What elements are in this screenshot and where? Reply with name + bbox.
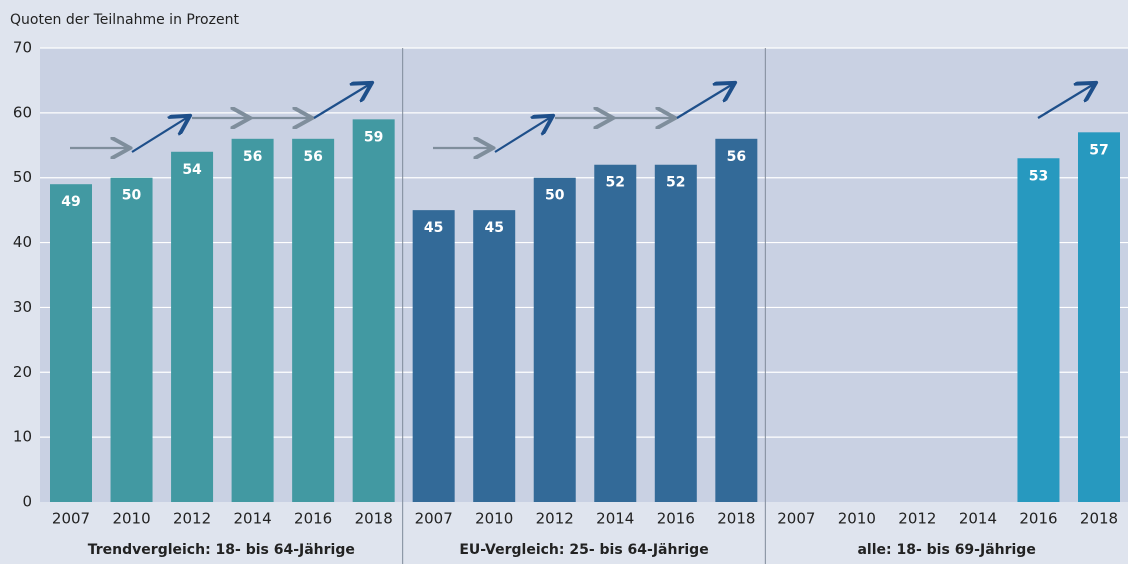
y-tick-label: 50 (13, 168, 32, 186)
bar (1017, 158, 1060, 502)
y-tick-label: 30 (13, 298, 32, 316)
bar (533, 177, 576, 502)
y-tick-label: 60 (13, 103, 32, 121)
value-label: 56 (303, 149, 322, 165)
x-tick-label: 2014 (596, 510, 634, 528)
x-tick-label: 2010 (838, 510, 876, 528)
x-tick-label: 2018 (1080, 510, 1118, 528)
value-label: 54 (182, 162, 202, 178)
x-tick-label: 2007 (52, 510, 90, 528)
value-label: 50 (122, 188, 142, 204)
x-tick-label: 2018 (717, 510, 755, 528)
value-label: 45 (424, 220, 443, 236)
group-label: Trendvergleich: 18- bis 64-Jährige (88, 542, 355, 558)
bar (715, 138, 758, 503)
bar (171, 151, 214, 502)
value-label: 49 (61, 194, 80, 210)
value-label: 53 (1029, 168, 1048, 184)
value-label: 45 (484, 220, 503, 236)
trend-arrows (70, 84, 1094, 152)
trend-arrow (1037, 84, 1094, 119)
trend-arrow (313, 84, 370, 119)
value-label: 50 (545, 188, 565, 204)
x-tick-label: 2018 (355, 510, 393, 528)
y-tick-label: 10 (13, 428, 32, 446)
value-label: 59 (364, 129, 383, 145)
group-label: EU-Vergleich: 25- bis 64-Jährige (459, 542, 708, 558)
trend-arrow (676, 84, 733, 119)
plot-area (40, 48, 1128, 502)
group-label: alle: 18- bis 69-Jährige (857, 542, 1035, 558)
value-label: 56 (727, 149, 746, 165)
x-tick-label: 2014 (959, 510, 997, 528)
bar (594, 164, 637, 502)
chart-title: Quoten der Teilnahme in Prozent (10, 12, 239, 28)
y-tick-label: 0 (22, 493, 32, 511)
y-tick-label: 70 (13, 39, 32, 57)
x-tick-label: 2012 (898, 510, 936, 528)
bar (352, 119, 395, 502)
x-tick-label: 2007 (777, 510, 815, 528)
value-label: 52 (606, 175, 625, 191)
x-tick-label: 2010 (112, 510, 150, 528)
y-tick-label: 40 (13, 233, 32, 251)
x-tick-label: 2012 (173, 510, 211, 528)
bar (292, 138, 335, 503)
x-tick-label: 2016 (657, 510, 695, 528)
trend-arrow (131, 117, 188, 153)
x-tick-label: 2016 (294, 510, 332, 528)
bar (654, 164, 697, 502)
trend-arrow (494, 117, 551, 153)
x-tick-label: 2014 (234, 510, 272, 528)
x-tick-label: 2010 (475, 510, 513, 528)
value-label: 57 (1089, 142, 1108, 158)
bar (50, 184, 92, 502)
y-tick-label: 20 (13, 363, 32, 381)
bar (110, 177, 153, 502)
bar (231, 138, 274, 503)
value-label: 52 (666, 175, 685, 191)
bar (473, 210, 516, 502)
bar (412, 210, 455, 502)
bar (1078, 132, 1120, 503)
value-label: 56 (243, 149, 262, 165)
x-tick-label: 2012 (536, 510, 574, 528)
x-tick-label: 2007 (415, 510, 453, 528)
x-tick-label: 2016 (1019, 510, 1057, 528)
